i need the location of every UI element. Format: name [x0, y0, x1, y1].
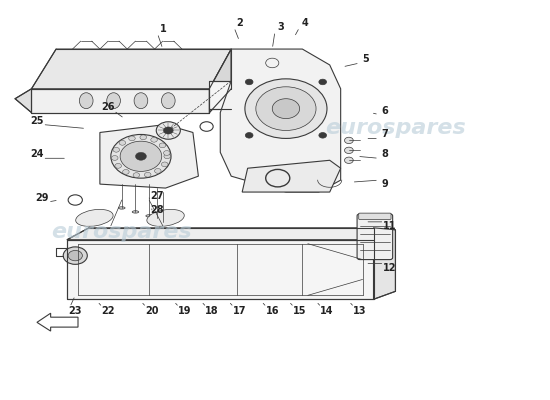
Circle shape	[115, 164, 122, 168]
Circle shape	[162, 162, 168, 167]
Ellipse shape	[132, 211, 139, 213]
Circle shape	[159, 143, 166, 148]
Text: 16: 16	[266, 306, 279, 316]
Text: 2: 2	[236, 18, 243, 28]
Circle shape	[156, 122, 180, 139]
Circle shape	[111, 134, 171, 178]
Text: 12: 12	[383, 262, 397, 272]
Ellipse shape	[76, 209, 113, 226]
FancyBboxPatch shape	[357, 214, 393, 260]
Circle shape	[133, 173, 140, 178]
Text: 5: 5	[362, 54, 369, 64]
Text: 1: 1	[160, 24, 166, 34]
Circle shape	[319, 79, 327, 85]
Circle shape	[123, 170, 129, 174]
Circle shape	[120, 141, 162, 171]
Text: 29: 29	[36, 193, 49, 203]
Text: eurospares: eurospares	[51, 222, 192, 242]
Text: 20: 20	[145, 306, 158, 316]
Polygon shape	[373, 228, 395, 299]
Ellipse shape	[146, 215, 152, 217]
Circle shape	[163, 127, 173, 134]
Circle shape	[245, 132, 253, 138]
Circle shape	[155, 168, 161, 173]
Polygon shape	[210, 49, 231, 113]
Text: 7: 7	[381, 130, 388, 140]
Polygon shape	[100, 124, 199, 188]
Circle shape	[129, 136, 135, 141]
Text: 8: 8	[381, 149, 388, 159]
FancyBboxPatch shape	[359, 213, 391, 220]
Polygon shape	[67, 240, 373, 299]
Polygon shape	[15, 89, 31, 113]
Text: 22: 22	[101, 306, 115, 316]
Circle shape	[245, 79, 327, 138]
Ellipse shape	[160, 221, 166, 223]
Ellipse shape	[79, 93, 93, 109]
Text: 3: 3	[277, 22, 284, 32]
Circle shape	[256, 87, 316, 130]
Ellipse shape	[118, 207, 125, 209]
Circle shape	[68, 250, 82, 261]
Polygon shape	[242, 160, 340, 192]
Circle shape	[112, 156, 118, 160]
Circle shape	[135, 152, 146, 160]
Circle shape	[245, 79, 253, 85]
Polygon shape	[67, 228, 373, 240]
Circle shape	[344, 157, 353, 164]
Text: 9: 9	[381, 179, 388, 189]
Ellipse shape	[162, 93, 175, 109]
Text: 24: 24	[30, 149, 43, 159]
Text: 4: 4	[302, 18, 309, 28]
Circle shape	[319, 132, 327, 138]
Ellipse shape	[134, 93, 148, 109]
Text: eurospares: eurospares	[325, 118, 466, 138]
Circle shape	[344, 147, 353, 154]
Polygon shape	[221, 49, 340, 192]
Circle shape	[344, 137, 353, 144]
Circle shape	[272, 99, 300, 118]
Text: 19: 19	[178, 306, 191, 316]
Text: 13: 13	[353, 306, 366, 316]
Circle shape	[140, 135, 146, 140]
Circle shape	[145, 172, 151, 177]
Polygon shape	[31, 89, 210, 113]
Ellipse shape	[107, 93, 120, 109]
Text: 11: 11	[383, 221, 397, 231]
Polygon shape	[37, 313, 78, 331]
Circle shape	[151, 138, 157, 142]
Text: 27: 27	[151, 191, 164, 201]
Circle shape	[63, 247, 87, 264]
Text: 28: 28	[151, 205, 164, 215]
Text: 25: 25	[30, 116, 43, 126]
Polygon shape	[210, 81, 231, 109]
Ellipse shape	[147, 209, 184, 226]
Circle shape	[164, 154, 170, 159]
Text: 15: 15	[293, 306, 306, 316]
Circle shape	[113, 148, 119, 152]
Text: 18: 18	[205, 306, 219, 316]
Text: 17: 17	[233, 306, 246, 316]
Text: 23: 23	[69, 306, 82, 316]
Text: 6: 6	[381, 106, 388, 116]
Text: 14: 14	[320, 306, 334, 316]
Circle shape	[119, 140, 125, 145]
Circle shape	[163, 151, 170, 155]
Polygon shape	[31, 49, 231, 89]
Text: 26: 26	[101, 102, 115, 112]
Ellipse shape	[155, 217, 160, 219]
